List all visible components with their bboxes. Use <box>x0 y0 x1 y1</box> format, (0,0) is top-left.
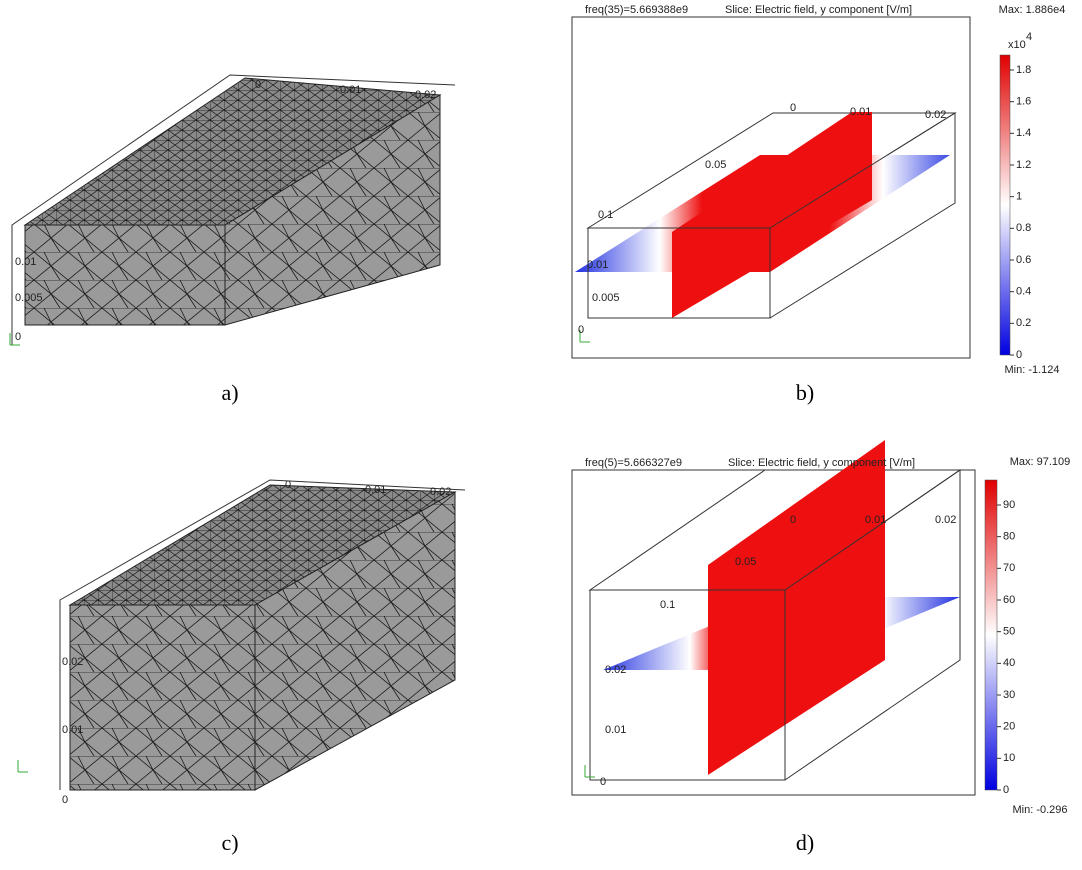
colorbar-tick-label: 70 <box>1003 562 1015 574</box>
colorbar-tick-label: 90 <box>1003 499 1015 511</box>
max-label: Max: 1.886e4 <box>999 4 1066 16</box>
plot-title: Slice: Electric field, y component [V/m] <box>725 4 912 16</box>
axis-label: 0.01 <box>340 84 361 96</box>
axis-label: 0.02 <box>935 514 956 526</box>
slice-b <box>572 17 1010 358</box>
colorbar-tick-label: 1.8 <box>1016 64 1031 76</box>
axis-label: 0.02 <box>62 656 83 668</box>
colorbar-tick-label: 1.4 <box>1016 127 1031 139</box>
figure: a) 0 0.01 0.02 0.01 0.005 0 b) 0 0.01 0.02 0.05 0.1 0… <box>0 0 1082 865</box>
axis-label: 0.1 <box>660 599 675 611</box>
axis-label: 0.05 <box>735 556 756 568</box>
colorbar-tick-label: 0 <box>1016 349 1022 361</box>
slice-d <box>572 440 997 795</box>
min-label: Min: -1.124 <box>1004 364 1059 376</box>
axis-label: 0 <box>62 794 68 806</box>
axis-label: 0.1 <box>598 209 613 221</box>
axis-label: 0 <box>578 324 584 336</box>
max-label: Max: 97.109 <box>1010 456 1071 468</box>
axis-label: 0.005 <box>15 292 43 304</box>
axis-label: 0.005 <box>592 292 620 304</box>
colorbar-tick-label: 0.4 <box>1016 286 1031 298</box>
axis-label: 0.01 <box>587 259 608 271</box>
colorbar-tick-label: 0.8 <box>1016 222 1031 234</box>
panel-label: b) <box>796 380 814 405</box>
panel-label: d) <box>796 830 814 855</box>
colorbar-tick-label: 20 <box>1003 721 1015 733</box>
colorbar-tick-label: 0.2 <box>1016 317 1031 329</box>
axis-label: 0.02 <box>415 89 436 101</box>
colorbar-tick-label: 1 <box>1016 191 1022 203</box>
plot-title: Slice: Electric field, y component [V/m] <box>728 457 915 469</box>
axis-label: 0.05 <box>705 159 726 171</box>
axis-label: 0.02 <box>430 486 451 498</box>
colorbar-scale: x10 <box>1008 39 1026 51</box>
axis-label: 0 <box>790 102 796 114</box>
panel-label: a) <box>221 380 238 405</box>
axis-label: 0.01 <box>15 256 36 268</box>
colorbar-tick-label: 50 <box>1003 626 1015 638</box>
mesh-a <box>10 75 455 345</box>
colorbar-exponent: 4 <box>1026 31 1032 43</box>
frequency: freq(35)=5.669388e9 <box>585 4 688 16</box>
colorbar-tick-label: 1.2 <box>1016 159 1031 171</box>
panel-label: c) <box>221 830 238 855</box>
axis-label: 0 <box>15 331 21 343</box>
colorbar-tick-label: 60 <box>1003 594 1015 606</box>
axis-label: 0 <box>790 514 796 526</box>
axis-label: 0 <box>255 79 261 91</box>
colorbar-tick-label: 30 <box>1003 689 1015 701</box>
axis-label: 0.01 <box>365 484 386 496</box>
axis-label: 0.01 <box>850 106 871 118</box>
mesh-c <box>18 480 465 790</box>
axis-label: 0.01 <box>62 724 83 736</box>
colorbar-tick-label: 40 <box>1003 657 1015 669</box>
min-label: Min: -0.296 <box>1012 804 1067 816</box>
axis-label: 0.02 <box>925 109 946 121</box>
frequency: freq(5)=5.666327e9 <box>585 457 682 469</box>
colorbar-tick-label: 1.6 <box>1016 96 1031 108</box>
axis-label: 0 <box>600 776 606 788</box>
colorbar-tick-label: 80 <box>1003 531 1015 543</box>
colorbar-tick-label: 0.6 <box>1016 254 1031 266</box>
axis-label: 0.01 <box>605 724 626 736</box>
axis-label: 0.02 <box>605 664 626 676</box>
colorbar-tick-label: 0 <box>1003 784 1009 796</box>
colorbar-tick-label: 10 <box>1003 752 1015 764</box>
axis-label: 0 <box>285 479 291 491</box>
axis-label: 0.01 <box>865 514 886 526</box>
